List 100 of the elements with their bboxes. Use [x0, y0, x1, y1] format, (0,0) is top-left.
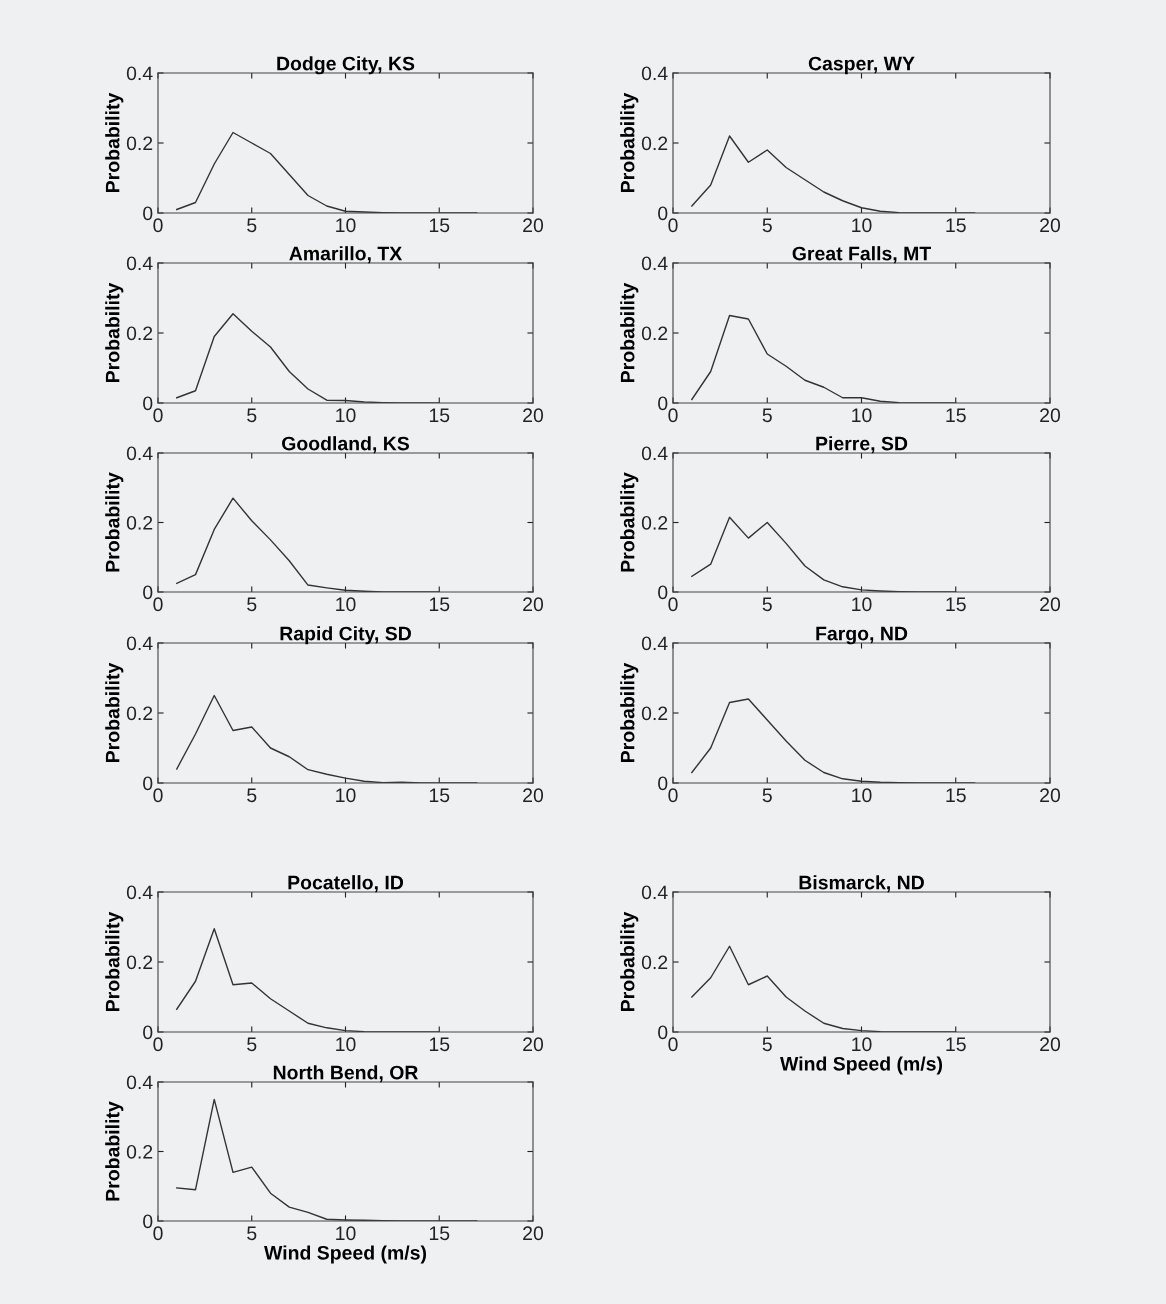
y-axis-title: Probability: [105, 472, 124, 572]
x-tick-label: 15: [429, 1037, 450, 1052]
x-tick-label: 5: [762, 788, 772, 803]
x-tick-label: 15: [946, 788, 966, 803]
x-tick-label: 10: [336, 1226, 356, 1241]
y-tick-label: 0: [143, 585, 153, 600]
y-tick-label: 0.2: [126, 706, 153, 721]
y-tick-label: 0.4: [641, 885, 668, 900]
y-tick-label: 0.4: [641, 446, 668, 461]
y-tick-label: 0.2: [126, 955, 153, 970]
x-tick-label: 10: [852, 218, 872, 233]
y-axis-title: Probability: [105, 662, 124, 762]
x-tick-label: 5: [247, 788, 257, 803]
x-tick-label: 15: [429, 597, 450, 612]
y-axis-title: Probability: [620, 472, 639, 572]
x-tick-label: 0: [153, 408, 163, 423]
y-axis-title: Probability: [105, 92, 124, 192]
y-tick-label: 0.4: [126, 256, 153, 271]
y-tick-label: 0.2: [641, 515, 668, 530]
x-tick-label: 20: [1040, 218, 1061, 233]
y-axis-title: Probability: [620, 662, 639, 762]
y-tick-label: 0.2: [126, 515, 153, 530]
x-tick-label: 20: [1040, 408, 1061, 423]
x-tick-label: 5: [247, 408, 257, 423]
x-tick-label: 15: [946, 218, 966, 233]
x-tick-label: 0: [668, 1037, 678, 1052]
chart-title: Great Falls, MT: [792, 246, 931, 264]
y-tick-label: 0.2: [641, 136, 668, 151]
y-tick-label: 0.2: [641, 706, 668, 721]
y-tick-label: 0: [658, 396, 668, 411]
y-tick-label: 0: [658, 206, 668, 221]
x-tick-label: 5: [762, 408, 772, 423]
x-tick-label: 15: [946, 1037, 966, 1052]
y-tick-label: 0.4: [126, 636, 153, 651]
x-tick-label: 15: [429, 1226, 450, 1241]
x-tick-label: 15: [946, 597, 966, 612]
chart-title: Dodge City, KS: [277, 56, 415, 75]
x-axis-title: Wind Speed (m/s): [264, 1245, 427, 1264]
x-tick-label: 0: [153, 788, 163, 803]
x-tick-label: 5: [247, 1037, 257, 1052]
x-tick-label: 20: [523, 218, 544, 233]
y-tick-label: 0.4: [641, 66, 668, 81]
y-tick-label: 0: [143, 1214, 153, 1229]
x-tick-label: 10: [336, 408, 356, 423]
x-tick-label: 5: [247, 1226, 257, 1241]
x-tick-label: 15: [429, 218, 450, 233]
x-tick-label: 0: [668, 788, 678, 803]
chart-title: Amarillo, TX: [289, 246, 403, 264]
y-axis-title: Probability: [620, 92, 639, 192]
y-axis-title: Probability: [105, 1101, 124, 1201]
x-tick-label: 10: [852, 408, 872, 423]
y-tick-label: 0: [143, 776, 153, 791]
chart-title: Bismarck, ND: [799, 875, 924, 893]
chart-title: Pocatello, ID: [288, 875, 404, 893]
x-tick-label: 10: [336, 788, 356, 803]
y-tick-label: 0: [658, 585, 668, 600]
x-axis-title: Wind Speed (m/s): [780, 1056, 943, 1075]
chart-title: Rapid City, SD: [280, 626, 411, 645]
x-tick-label: 0: [153, 218, 163, 233]
y-tick-label: 0.2: [641, 326, 668, 341]
x-tick-label: 15: [946, 408, 966, 423]
y-axis-title: Probability: [620, 282, 639, 382]
x-tick-label: 0: [153, 597, 163, 612]
chart-title: North Bend, OR: [273, 1065, 419, 1083]
y-tick-label: 0.4: [126, 1075, 153, 1090]
x-tick-label: 20: [523, 408, 544, 423]
y-tick-label: 0.4: [641, 256, 668, 271]
x-tick-label: 5: [247, 597, 257, 612]
x-tick-label: 5: [762, 1037, 772, 1052]
y-axis-title: Probability: [105, 911, 124, 1011]
x-tick-label: 0: [668, 408, 678, 423]
chart-title: Fargo, ND: [816, 626, 908, 645]
x-tick-label: 20: [1040, 788, 1061, 803]
x-tick-label: 20: [523, 788, 544, 803]
x-tick-label: 20: [1040, 597, 1061, 612]
x-tick-label: 0: [668, 597, 678, 612]
y-axis-title: Probability: [105, 282, 124, 382]
y-tick-label: 0: [658, 776, 668, 791]
y-tick-label: 0: [143, 1025, 153, 1040]
x-tick-label: 20: [523, 1226, 544, 1241]
y-tick-label: 0.2: [126, 326, 153, 341]
x-tick-label: 0: [153, 1226, 163, 1241]
x-tick-label: 15: [429, 788, 450, 803]
x-tick-label: 5: [762, 218, 772, 233]
y-tick-label: 0.2: [126, 1144, 153, 1159]
x-tick-label: 20: [523, 597, 544, 612]
chart-title: Pierre, SD: [816, 436, 908, 454]
x-tick-label: 5: [762, 597, 772, 612]
x-tick-label: 10: [336, 218, 356, 233]
y-tick-label: 0: [658, 1025, 668, 1040]
y-axis-title: Probability: [620, 911, 639, 1011]
y-tick-label: 0: [143, 206, 153, 221]
x-tick-label: 5: [247, 218, 257, 233]
y-tick-label: 0: [143, 396, 153, 411]
x-tick-label: 10: [336, 1037, 356, 1052]
y-tick-label: 0.4: [126, 446, 153, 461]
y-tick-label: 0.4: [641, 636, 668, 651]
x-tick-label: 15: [429, 408, 450, 423]
x-tick-label: 0: [153, 1037, 163, 1052]
x-tick-label: 10: [336, 597, 356, 612]
